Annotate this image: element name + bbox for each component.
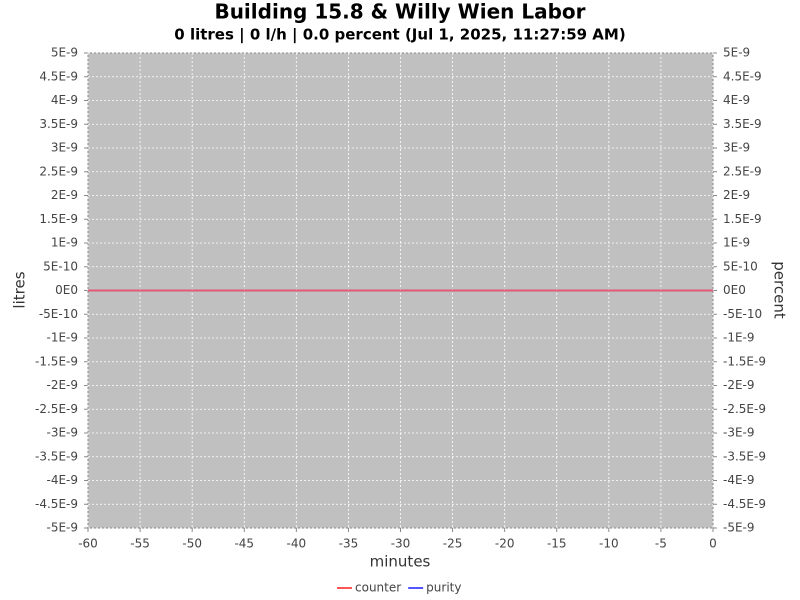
- y-tick-label: -1.5E-9: [35, 354, 78, 368]
- x-tick-label: -35: [339, 537, 359, 551]
- y-tick-label: -4E-9: [46, 473, 78, 487]
- y2-tick-label: 5E-9: [723, 46, 750, 60]
- x-tick-label: -40: [287, 537, 307, 551]
- y2-tick-label: -5E-10: [723, 307, 762, 321]
- y-axis-label: litres: [11, 271, 29, 308]
- y-tick-label: 5E-9: [51, 46, 78, 60]
- y2-tick-label: 0E0: [723, 283, 746, 297]
- y2-tick-label: -3.5E-9: [723, 449, 766, 463]
- x-tick-label: -25: [443, 537, 463, 551]
- y2-tick-label: 1.5E-9: [723, 212, 762, 226]
- y-tick-label: -1E-9: [46, 331, 78, 345]
- x-tick-label: -15: [547, 537, 567, 551]
- x-tick-label: -60: [78, 537, 98, 551]
- y2-tick-label: -4E-9: [723, 473, 755, 487]
- y2-tick-label: 5E-10: [723, 259, 758, 273]
- y2-tick-label: 2E-9: [723, 188, 750, 202]
- y-tick-label: 5E-10: [43, 259, 78, 273]
- x-axis-label: minutes: [370, 553, 431, 571]
- y-tick-label: -3.5E-9: [35, 449, 78, 463]
- y2-tick-label: -1.5E-9: [723, 354, 766, 368]
- y2-tick-label: 4E-9: [723, 93, 750, 107]
- y-tick-label: -5E-9: [46, 521, 78, 535]
- y-tick-label: 2E-9: [51, 188, 78, 202]
- y2-tick-label: -2.5E-9: [723, 402, 766, 416]
- y2-tick-label: -5E-9: [723, 521, 755, 535]
- y2-tick-label: 4.5E-9: [723, 69, 762, 83]
- y-tick-label: -2E-9: [46, 378, 78, 392]
- y-tick-label: -2.5E-9: [35, 402, 78, 416]
- y2-tick-label: 3.5E-9: [723, 117, 762, 131]
- y-tick-label: 0E0: [55, 283, 78, 297]
- x-tick-label: -5: [655, 537, 667, 551]
- y2-tick-label: 1E-9: [723, 236, 750, 250]
- x-tick-label: -10: [599, 537, 619, 551]
- y2-tick-label: -1E-9: [723, 331, 755, 345]
- y-tick-label: 3.5E-9: [39, 117, 78, 131]
- y2-axis-label: percent: [771, 261, 789, 319]
- chart-title: Building 15.8 & Willy Wien Labor: [214, 0, 585, 24]
- chart-subtitle: 0 litres | 0 l/h | 0.0 percent (Jul 1, 2…: [174, 26, 625, 45]
- x-tick-label: -45: [234, 537, 254, 551]
- y2-tick-label: 3E-9: [723, 141, 750, 155]
- y2-tick-label: -2E-9: [723, 378, 755, 392]
- y-tick-label: -4.5E-9: [35, 497, 78, 511]
- x-tick-label: -30: [391, 537, 411, 551]
- y2-tick-label: -4.5E-9: [723, 497, 766, 511]
- y-tick-label: 3E-9: [51, 141, 78, 155]
- y-tick-label: 4E-9: [51, 93, 78, 107]
- y-tick-label: -3E-9: [46, 426, 78, 440]
- y-tick-label: 2.5E-9: [39, 164, 78, 178]
- y-tick-label: -5E-10: [39, 307, 78, 321]
- y-tick-label: 4.5E-9: [39, 69, 78, 83]
- x-tick-label: 0: [709, 537, 717, 551]
- y-tick-label: 1E-9: [51, 236, 78, 250]
- x-tick-label: -50: [182, 537, 202, 551]
- x-tick-label: -20: [495, 537, 515, 551]
- y-tick-label: 1.5E-9: [39, 212, 78, 226]
- y2-tick-label: -3E-9: [723, 426, 755, 440]
- legend-label: counter: [355, 581, 401, 595]
- x-tick-label: -55: [130, 537, 150, 551]
- y2-tick-label: 2.5E-9: [723, 164, 762, 178]
- legend-label: purity: [426, 581, 461, 595]
